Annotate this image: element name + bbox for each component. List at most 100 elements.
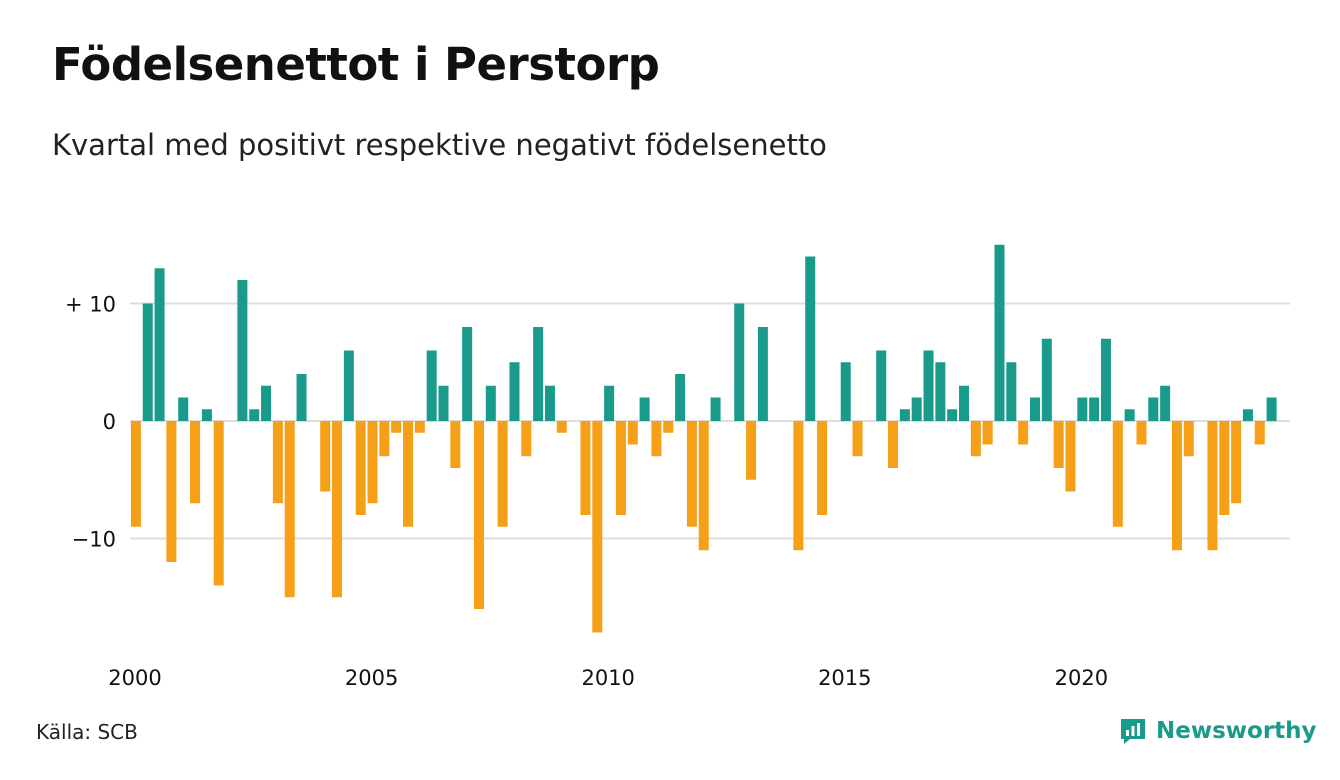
bar bbox=[343, 350, 354, 421]
bar bbox=[1089, 397, 1100, 421]
bar bbox=[509, 362, 520, 421]
brand-name: Newsworthy bbox=[1156, 718, 1317, 744]
bar bbox=[805, 256, 816, 421]
bar bbox=[166, 421, 177, 562]
bar bbox=[296, 374, 307, 421]
bar bbox=[1065, 421, 1076, 492]
bar bbox=[734, 303, 745, 421]
x-axis-ticks: 2000 2005 2010 2015 2020 bbox=[108, 666, 1108, 690]
bar bbox=[355, 421, 366, 515]
bar bbox=[899, 409, 910, 421]
bar bbox=[923, 350, 934, 421]
bar bbox=[521, 421, 532, 457]
bar bbox=[651, 421, 662, 457]
bar bbox=[663, 421, 674, 433]
bar bbox=[639, 397, 650, 421]
bar bbox=[604, 385, 615, 421]
y-axis-ticks: + 10 0 −10 bbox=[65, 293, 116, 552]
bar bbox=[403, 421, 413, 527]
bar bbox=[840, 362, 851, 421]
bar bbox=[367, 421, 378, 504]
bar bbox=[817, 421, 828, 515]
bar bbox=[935, 362, 946, 421]
bar bbox=[876, 350, 887, 421]
bar bbox=[201, 409, 212, 421]
bar bbox=[1242, 409, 1253, 421]
bar bbox=[911, 397, 922, 421]
bar bbox=[698, 421, 709, 551]
bar bbox=[627, 421, 638, 445]
bar bbox=[249, 409, 260, 421]
bar bbox=[391, 421, 402, 433]
x-tick-label: 2015 bbox=[818, 666, 871, 690]
x-tick-label: 2000 bbox=[108, 666, 161, 690]
bar bbox=[178, 397, 189, 421]
bar bbox=[888, 421, 899, 468]
bar bbox=[1171, 421, 1182, 551]
bar bbox=[533, 327, 544, 421]
bar bbox=[1006, 362, 1017, 421]
bar bbox=[675, 374, 686, 421]
bar bbox=[1053, 421, 1064, 468]
bar bbox=[852, 421, 863, 457]
chart-title: Födelsenettot i Perstorp bbox=[52, 38, 660, 91]
bar bbox=[1254, 421, 1265, 445]
bar bbox=[320, 421, 331, 492]
brand-logo: Newsworthy bbox=[1118, 714, 1317, 748]
bar bbox=[473, 421, 484, 609]
bar bbox=[438, 385, 449, 421]
bar bbox=[686, 421, 697, 527]
bar bbox=[1231, 421, 1242, 504]
bar bbox=[1219, 421, 1230, 515]
bar bbox=[213, 421, 224, 586]
y-tick-label: + 10 bbox=[65, 293, 116, 317]
bars bbox=[130, 244, 1277, 633]
bar bbox=[615, 421, 626, 515]
bar bbox=[1112, 421, 1123, 527]
bar bbox=[272, 421, 283, 504]
bar bbox=[154, 268, 165, 421]
bar bbox=[485, 385, 496, 421]
bar bbox=[130, 421, 141, 527]
x-tick-label: 2010 bbox=[581, 666, 634, 690]
bar bbox=[793, 421, 804, 551]
bar bbox=[426, 350, 437, 421]
bar bbox=[1160, 385, 1171, 421]
bar bbox=[284, 421, 295, 598]
bar bbox=[450, 421, 461, 468]
bar bbox=[994, 244, 1005, 421]
bar bbox=[497, 421, 508, 527]
y-tick-label: 0 bbox=[103, 410, 116, 434]
bar bbox=[1136, 421, 1147, 445]
bar bbox=[1124, 409, 1135, 421]
bar bbox=[1148, 397, 1159, 421]
bar bbox=[757, 327, 768, 421]
bar bbox=[947, 409, 958, 421]
bar bbox=[414, 421, 425, 433]
bar bbox=[1207, 421, 1218, 551]
bar bbox=[592, 421, 603, 633]
bar bbox=[746, 421, 757, 480]
newsworthy-logo-icon bbox=[1121, 719, 1145, 744]
bar bbox=[544, 385, 555, 421]
x-tick-label: 2020 bbox=[1055, 666, 1108, 690]
y-tick-label: −10 bbox=[72, 528, 116, 552]
bar bbox=[462, 327, 473, 421]
x-tick-label: 2005 bbox=[345, 666, 398, 690]
bar-chart: + 10 0 −10 2000 2005 2010 2015 2020 bbox=[65, 244, 1290, 690]
bar bbox=[190, 421, 201, 504]
bar bbox=[1100, 338, 1111, 421]
bar bbox=[1018, 421, 1029, 445]
bar bbox=[1029, 397, 1040, 421]
bar bbox=[580, 421, 591, 515]
bar bbox=[1266, 397, 1277, 421]
bar bbox=[710, 397, 721, 421]
bar bbox=[970, 421, 981, 457]
bar bbox=[1041, 338, 1052, 421]
bar bbox=[1183, 421, 1194, 457]
bar bbox=[556, 421, 567, 433]
bar bbox=[332, 421, 343, 598]
bar bbox=[1077, 397, 1088, 421]
source-note: Källa: SCB bbox=[36, 720, 138, 744]
bar bbox=[959, 385, 970, 421]
